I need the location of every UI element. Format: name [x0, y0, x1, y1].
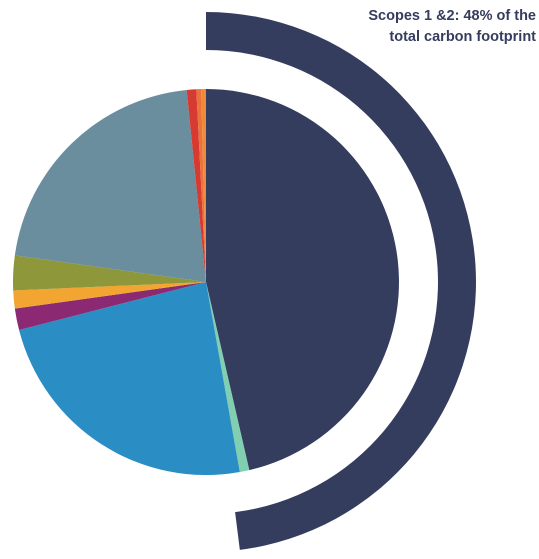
pie-slice-5	[13, 282, 206, 309]
annotation-line-2: total carbon footprint	[389, 29, 536, 45]
pie-slice-6	[13, 255, 206, 291]
pie-slice-2	[206, 282, 250, 473]
pie-slice-7	[14, 89, 207, 282]
pie-slice-9	[196, 89, 206, 282]
scope-annotation: Scopes 1 &2: 48% of the total carbon foo…	[318, 6, 536, 48]
annotation-line-1: Scopes 1 &2: 48% of the	[368, 8, 536, 24]
pie-slice-1	[206, 89, 399, 471]
pie-slices	[13, 88, 399, 475]
pie-slice-3	[19, 282, 240, 475]
pie-slice-8	[186, 89, 206, 283]
scope-highlight-arc	[206, 12, 476, 550]
pie-slice-4	[14, 282, 207, 330]
pie-slice-10	[201, 88, 206, 282]
